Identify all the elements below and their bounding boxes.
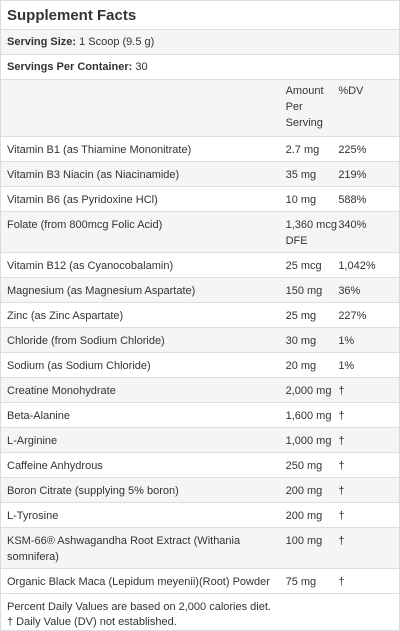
- table-row: Caffeine Anhydrous 250 mg †: [1, 453, 399, 478]
- nutrient-dv: 225%: [338, 144, 367, 156]
- nutrient-dv: 588%: [338, 194, 367, 206]
- servings-per-container-label: Servings Per Container:: [7, 61, 133, 73]
- nutrient-name: Vitamin B6 (as Pyridoxine HCl): [7, 194, 158, 206]
- nutrient-dv: †: [338, 460, 345, 472]
- nutrient-amount: 1,000 mg: [285, 435, 332, 447]
- nutrient-amount: 200 mg: [285, 510, 323, 522]
- nutrient-name: Chloride (from Sodium Chloride): [7, 335, 165, 347]
- nutrient-name: Boron Citrate (supplying 5% boron): [7, 485, 179, 497]
- nutrient-amount: 1,360 mcg DFE: [285, 219, 337, 247]
- nutrient-name: Creatine Monohydrate: [7, 385, 116, 397]
- nutrient-name: Vitamin B3 Niacin (as Niacinamide): [7, 169, 180, 181]
- nutrient-amount: 30 mg: [285, 335, 317, 347]
- table-header-row: Amount Per Serving %DV: [1, 80, 399, 137]
- footer-daily-values-note: Percent Daily Values are based on 2,000 …: [7, 601, 271, 613]
- table-row: Vitamin B12 (as Cyanocobalamin) 25 mcg 1,0…: [1, 253, 399, 278]
- table-row: Beta-Alanine 1,600 mg †: [1, 403, 399, 428]
- nutrient-dv: †: [338, 385, 345, 397]
- table-row: Creatine Monohydrate 2,000 mg †: [1, 378, 399, 403]
- nutrient-dv: †: [338, 576, 345, 588]
- serving-size-value: 1 Scoop (9.5 g): [79, 36, 155, 48]
- nutrient-name: Sodium (as Sodium Chloride): [7, 360, 151, 372]
- servings-per-container-row: Servings Per Container: 30: [1, 55, 399, 80]
- nutrient-dv: 1%: [338, 360, 355, 372]
- nutrient-amount: 25 mg: [285, 310, 317, 322]
- nutrient-amount: 1,600 mg: [285, 410, 332, 422]
- nutrient-dv: †: [338, 510, 345, 522]
- nutrient-dv: 219%: [338, 169, 367, 181]
- footer-dv-not-established-note: † Daily Value (DV) not established.: [7, 616, 177, 628]
- footer-notes: Percent Daily Values are based on 2,000 …: [1, 594, 399, 630]
- table-row: Folate (from 800mcg Folic Acid) 1,360 mcg…: [1, 212, 399, 253]
- panel-title: Supplement Facts: [1, 1, 399, 30]
- table-row: Boron Citrate (supplying 5% boron) 200 mg…: [1, 478, 399, 503]
- nutrient-name: Beta-Alanine: [7, 410, 70, 422]
- nutrient-amount: 100 mg: [285, 535, 323, 547]
- nutrient-name: L-Tyrosine: [7, 510, 59, 522]
- nutrient-table-body: Vitamin B1 (as Thiamine Mononitrate) 2.7 …: [1, 137, 399, 594]
- table-row: Vitamin B1 (as Thiamine Mononitrate) 2.7 …: [1, 137, 399, 162]
- nutrient-name: Vitamin B12 (as Cyanocobalamin): [7, 260, 174, 272]
- nutrient-name: KSM-66® Ashwagandha Root Extract (Withan…: [7, 535, 241, 563]
- nutrient-amount: 10 mg: [285, 194, 317, 206]
- table-row: L-Arginine 1,000 mg †: [1, 428, 399, 453]
- table-row: Magnesium (as Magnesium Aspartate) 150 mg…: [1, 278, 399, 303]
- nutrient-name: Folate (from 800mcg Folic Acid): [7, 219, 163, 231]
- nutrient-amount: 150 mg: [285, 285, 323, 297]
- serving-size-row: Serving Size: 1 Scoop (9.5 g): [1, 30, 399, 55]
- header-amount: Amount Per Serving: [285, 85, 324, 129]
- nutrient-dv: †: [338, 485, 345, 497]
- nutrient-dv: 1,042%: [338, 260, 376, 272]
- nutrient-name: Magnesium (as Magnesium Aspartate): [7, 285, 196, 297]
- table-row: Sodium (as Sodium Chloride) 20 mg 1%: [1, 353, 399, 378]
- header-name: [1, 80, 280, 136]
- nutrient-dv: 340%: [338, 219, 367, 231]
- table-row: Vitamin B6 (as Pyridoxine HCl) 10 mg 588%: [1, 187, 399, 212]
- nutrient-dv: †: [338, 535, 345, 547]
- header-dv: %DV: [338, 85, 364, 97]
- nutrient-dv: †: [338, 435, 345, 447]
- nutrient-name: L-Arginine: [7, 435, 58, 447]
- nutrient-amount: 20 mg: [285, 360, 317, 372]
- nutrient-amount: 75 mg: [285, 576, 317, 588]
- nutrient-amount: 2,000 mg: [285, 385, 332, 397]
- nutrient-dv: †: [338, 410, 345, 422]
- nutrient-dv: 1%: [338, 335, 355, 347]
- nutrient-amount: 25 mcg: [285, 260, 322, 272]
- table-row: Chloride (from Sodium Chloride) 30 mg 1%: [1, 328, 399, 353]
- table-row: Organic Black Maca (Lepidum meyenii)(Roo…: [1, 569, 399, 594]
- table-row: KSM-66® Ashwagandha Root Extract (Withan…: [1, 528, 399, 569]
- nutrient-dv: 227%: [338, 310, 367, 322]
- nutrient-name: Zinc (as Zinc Aspartate): [7, 310, 124, 322]
- nutrient-dv: 36%: [338, 285, 361, 297]
- table-row: L-Tyrosine 200 mg †: [1, 503, 399, 528]
- table-row: Vitamin B3 Niacin (as Niacinamide) 35 mg 2…: [1, 162, 399, 187]
- nutrient-amount: 2.7 mg: [285, 144, 320, 156]
- nutrient-name: Caffeine Anhydrous: [7, 460, 103, 472]
- nutrient-amount: 200 mg: [285, 485, 323, 497]
- nutrient-amount: 250 mg: [285, 460, 323, 472]
- servings-per-container-value: 30: [135, 61, 148, 73]
- nutrient-name: Vitamin B1 (as Thiamine Mononitrate): [7, 144, 192, 156]
- nutrient-amount: 35 mg: [285, 169, 317, 181]
- nutrient-name: Organic Black Maca (Lepidum meyenii)(Roo…: [7, 576, 270, 588]
- serving-size-label: Serving Size:: [7, 36, 77, 48]
- table-row: Zinc (as Zinc Aspartate) 25 mg 227%: [1, 303, 399, 328]
